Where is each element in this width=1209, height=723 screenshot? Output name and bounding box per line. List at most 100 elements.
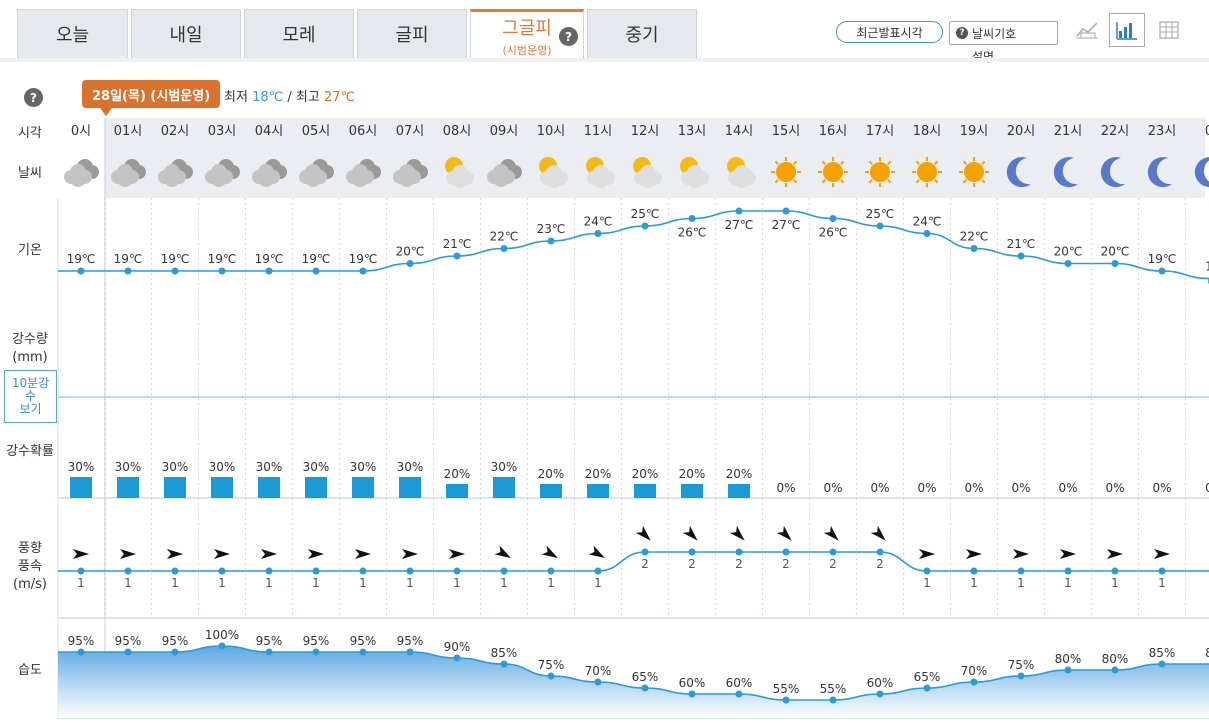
- humidity-point: [265, 648, 273, 656]
- precip-prob-label: 20%: [726, 467, 753, 481]
- wind-arrow-icon: [355, 549, 371, 559]
- sun-ray: [793, 179, 798, 184]
- ten-min-precip-button[interactable]: 10분강 수 보기: [4, 370, 57, 423]
- tab-midterm[interactable]: 중기: [587, 9, 697, 59]
- precip-prob-bar: [681, 484, 703, 498]
- temperature-label: 22℃: [960, 230, 989, 244]
- cloud-puff: [352, 171, 368, 187]
- humidity-label: 95%: [68, 634, 95, 648]
- sun-ray: [981, 160, 986, 165]
- hour-label: 21시: [1054, 124, 1083, 139]
- temperature-label: 19℃: [208, 252, 237, 266]
- wind-arrow-icon: [120, 549, 136, 559]
- wind-speed-label: 2: [735, 557, 743, 571]
- table-view-button[interactable]: [1151, 13, 1187, 47]
- cloud-puff: [359, 159, 375, 175]
- cloud-puff: [546, 172, 562, 188]
- recent-release-button[interactable]: 최근발표시각: [836, 21, 943, 43]
- cloud-puff: [252, 170, 266, 184]
- partly-cloudy-icon: [586, 157, 615, 188]
- humidity-point: [829, 696, 837, 704]
- sun-ray: [934, 160, 939, 165]
- wind-line: [80, 551, 1209, 572]
- bar-graph-view-button[interactable]: [1109, 13, 1145, 47]
- tab-label: 그글피: [502, 17, 552, 39]
- humidity-point: [735, 690, 743, 698]
- cloud-puff: [728, 171, 742, 185]
- cloud-puff: [164, 171, 180, 187]
- temperature-label: 27℃: [725, 218, 754, 232]
- humidity-label: 70%: [961, 664, 988, 678]
- line-graph-icon: [1076, 22, 1098, 39]
- tab-label: 모레: [282, 25, 316, 46]
- cloud-puff: [306, 165, 320, 179]
- wind-speed-label: 1: [124, 576, 132, 590]
- sunny-icon: [912, 157, 942, 187]
- temperature-point: [265, 267, 273, 275]
- weather-symbol-button[interactable]: ? 날씨기호: [949, 21, 1058, 45]
- precip-prob-label: 30%: [209, 460, 236, 474]
- precip-prob-label: 30%: [491, 460, 518, 474]
- help-icon[interactable]: ?: [559, 27, 578, 46]
- temperature-point: [1158, 267, 1166, 275]
- precip-prob-label: 30%: [303, 460, 330, 474]
- hour-label: 06시: [349, 124, 378, 139]
- cloud-puff: [258, 164, 274, 180]
- hour-label: 13시: [678, 124, 707, 139]
- wind-arrow-icon: [1013, 549, 1029, 559]
- wind-point: [77, 567, 85, 575]
- humidity-label: 95%: [350, 634, 377, 648]
- tab-three-days[interactable]: 글피: [357, 9, 467, 59]
- humidity-point: [1064, 666, 1072, 674]
- tab-four-days[interactable]: 그글피 (시범운영) ?: [470, 9, 584, 59]
- precip-prob-label: 20%: [679, 467, 706, 481]
- cloud-puff: [117, 171, 133, 187]
- precip-prob-label: 0%: [870, 481, 889, 495]
- cloud-puff: [400, 165, 414, 179]
- date-pointer: [100, 108, 112, 116]
- humidity-line: [81, 645, 1209, 701]
- sun-disc: [539, 157, 557, 175]
- wind-arrow-shape: [120, 549, 136, 559]
- moon-icon: [1006, 157, 1031, 188]
- hour-label: 11시: [584, 124, 613, 139]
- help-icon[interactable]: ?: [24, 88, 43, 107]
- humidity-label: 95%: [162, 634, 189, 648]
- line-graph-view-button[interactable]: [1069, 13, 1105, 47]
- precip-prob-label: 20%: [444, 467, 471, 481]
- wind-point: [1111, 567, 1119, 575]
- temperature-label: 21℃: [1007, 237, 1036, 251]
- sun-ray: [840, 160, 845, 165]
- temperature-point: [923, 230, 931, 237]
- tab-tomorrow[interactable]: 내일: [131, 9, 241, 59]
- temperature-label: 1: [1205, 260, 1209, 274]
- wind-arrow-icon: [729, 525, 745, 541]
- sun-disc: [633, 157, 651, 175]
- wind-arrow-shape: [449, 549, 465, 559]
- humidity-point: [1111, 666, 1119, 674]
- weather-row-label: 날씨: [18, 166, 42, 181]
- precip-prob-bar: [540, 484, 562, 498]
- hour-label: 07시: [396, 124, 425, 139]
- tab-today[interactable]: 오늘: [17, 9, 128, 59]
- wind-arrow-shape: [1154, 549, 1170, 559]
- tab-day-after[interactable]: 모레: [244, 9, 354, 59]
- hour-label: 18시: [913, 124, 942, 139]
- tab-label: 중기: [625, 25, 659, 46]
- precip-prob-bar: [352, 477, 374, 498]
- wind-point: [265, 567, 273, 575]
- temperature-point: [453, 252, 461, 260]
- hour-label: 0: [1205, 124, 1209, 139]
- wind-arrow-icon: [261, 549, 277, 559]
- temperature-label: 19℃: [1148, 252, 1177, 266]
- precip-prob-label: 0%: [1152, 481, 1171, 495]
- sun-ray: [821, 160, 826, 165]
- cloud-puff: [640, 165, 656, 181]
- wind-arrow-shape: [588, 545, 605, 558]
- humidity-point: [406, 648, 414, 656]
- cloud-puff: [493, 171, 509, 187]
- cloudy-icon: [487, 159, 522, 187]
- wind-point: [171, 567, 179, 575]
- cloud-puff: [540, 171, 554, 185]
- wind-arrow-shape: [214, 549, 230, 559]
